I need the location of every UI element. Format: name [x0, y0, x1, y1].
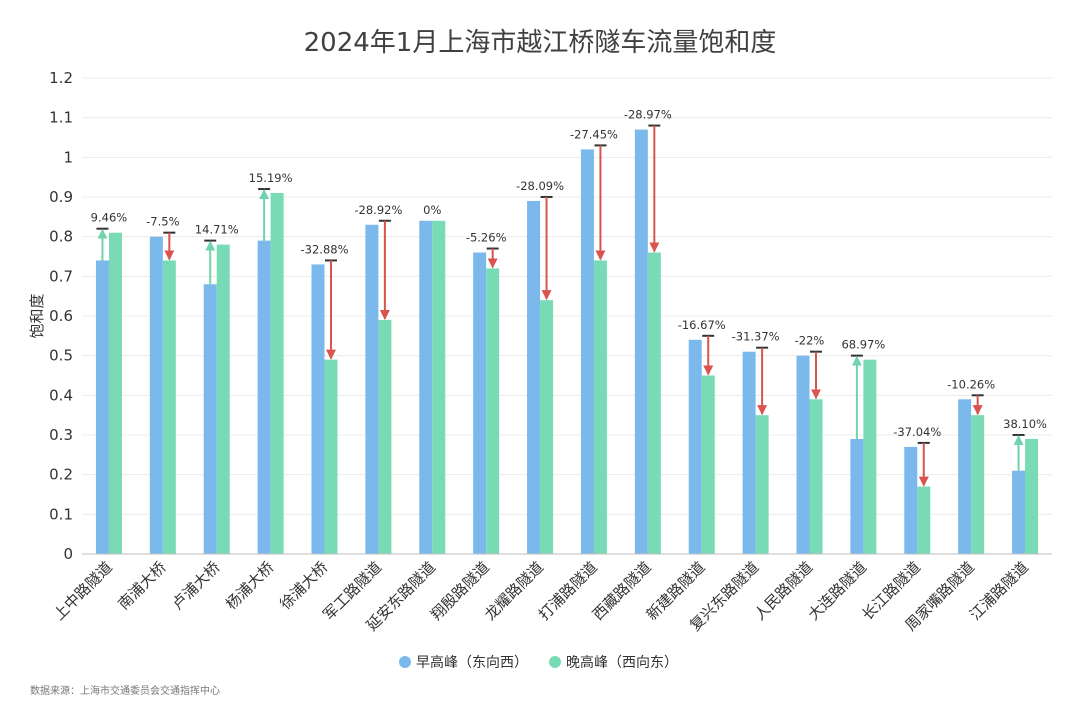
- bars: [95, 129, 1039, 555]
- legend-label-morning: 早高峰（东向西）: [416, 654, 528, 671]
- change-percent-label: -5.26%: [466, 231, 507, 245]
- change-percent-label: -28.92%: [354, 203, 402, 217]
- change-percent-label: -16.67%: [678, 318, 726, 332]
- change-percent-label: 68.97%: [841, 338, 885, 352]
- x-tick-label: 卢浦大桥: [168, 558, 223, 613]
- y-tick-label: 1.1: [49, 109, 73, 127]
- y-tick-label: 0.2: [49, 466, 73, 484]
- bar-evening-peak: [1025, 438, 1039, 554]
- change-percent-label: 14.71%: [195, 223, 239, 237]
- bar-morning-peak: [203, 284, 217, 554]
- bar-evening-peak: [324, 359, 338, 554]
- y-tick-label: 0.9: [49, 188, 73, 206]
- bar-morning-peak: [95, 260, 109, 554]
- bar-evening-peak: [432, 220, 446, 555]
- change-percent-label: -22%: [795, 334, 825, 348]
- bar-evening-peak: [863, 359, 877, 554]
- x-tick-label: 上中路隧道: [50, 558, 116, 624]
- bar-morning-peak: [688, 339, 702, 554]
- change-arrows: [96, 124, 1025, 487]
- bar-morning-peak: [580, 149, 594, 554]
- bar-morning-peak: [958, 399, 972, 554]
- y-tick-label: 0.1: [49, 505, 73, 523]
- y-tick-label: 0.8: [49, 228, 73, 246]
- bar-morning-peak: [796, 355, 810, 554]
- legend-marker-evening: [549, 656, 561, 668]
- bar-morning-peak: [149, 236, 163, 554]
- y-tick-label: 1.2: [49, 69, 73, 87]
- bar-evening-peak: [755, 415, 769, 554]
- gridlines: [82, 77, 1052, 515]
- bar-evening-peak: [917, 486, 931, 554]
- bar-morning-peak: [1012, 470, 1026, 554]
- bar-evening-peak: [701, 375, 715, 554]
- chart-title: 2024年1月上海市越江桥隧车流量饱和度: [304, 28, 777, 58]
- bar-morning-peak: [527, 200, 541, 554]
- y-tick-label: 0.6: [49, 307, 73, 325]
- x-tick-label: 江浦路隧道: [966, 558, 1032, 624]
- y-tick-label: 0: [63, 545, 73, 563]
- legend-label-evening: 晚高峰（西向东）: [566, 654, 678, 671]
- y-tick-label: 1: [63, 148, 73, 166]
- bar-evening-peak: [216, 244, 230, 554]
- bar-morning-peak: [634, 129, 648, 555]
- bar-morning-peak: [742, 351, 756, 554]
- bar-evening-peak: [378, 319, 392, 554]
- bar-evening-peak: [647, 252, 661, 555]
- x-tick-label: 南浦大桥: [114, 558, 169, 613]
- y-tick-label: 0.4: [49, 386, 73, 404]
- legend-marker-morning: [399, 656, 411, 668]
- change-percent-label: -37.04%: [893, 425, 941, 439]
- data-source-note: 数据来源：上海市交通委员会交通指挥中心: [30, 684, 220, 697]
- bar-evening-peak: [593, 260, 607, 554]
- bar-evening-peak: [809, 399, 823, 554]
- bar-morning-peak: [904, 446, 918, 554]
- bar-evening-peak: [270, 193, 284, 555]
- bar-evening-peak: [971, 415, 985, 554]
- y-axis-ticks: 0 0.1 0.2 0.3 0.4 0.5 0.6 0.7 0.8 0.9 1 1.1 1.2: [49, 69, 73, 563]
- change-percent-label: -28.97%: [624, 108, 672, 122]
- x-tick-label: 杨浦大桥: [222, 558, 277, 613]
- bar-evening-peak: [162, 260, 176, 554]
- bar-morning-peak: [365, 224, 379, 554]
- change-percent-label: -27.45%: [570, 127, 618, 141]
- y-tick-label: 0.3: [49, 426, 73, 444]
- change-percent-label: -32.88%: [301, 242, 349, 256]
- x-tick-label: 徐浦大桥: [276, 558, 331, 613]
- bar-morning-peak: [850, 438, 864, 554]
- bar-evening-peak: [108, 232, 122, 554]
- change-percent-label: -7.5%: [146, 215, 179, 229]
- bar-evening-peak: [486, 268, 500, 554]
- y-tick-label: 0.7: [49, 267, 73, 285]
- change-percent-label: 15.19%: [249, 171, 293, 185]
- x-axis-ticks: 上中路隧道南浦大桥卢浦大桥杨浦大桥徐浦大桥军工路隧道延安东路隧道翔殷路隧道龙耀路…: [50, 558, 1032, 634]
- y-axis-label: 饱和度: [28, 293, 46, 338]
- bar-morning-peak: [473, 252, 487, 555]
- legend: 早高峰（东向西） 晚高峰（西向东）: [399, 654, 678, 671]
- change-percent-label: -31.37%: [732, 330, 780, 344]
- bar-morning-peak: [311, 264, 325, 554]
- bar-morning-peak: [257, 240, 271, 554]
- y-tick-label: 0.5: [49, 347, 73, 365]
- change-percent-label: 0%: [423, 203, 441, 217]
- bar-morning-peak: [419, 220, 433, 555]
- change-percent-label: 9.46%: [91, 211, 128, 225]
- change-labels: 9.46% -7.5% 14.71% 15.19% -32.88% -28.92% 0% -5…: [91, 108, 1047, 439]
- bar-evening-peak: [540, 300, 554, 554]
- change-percent-label: -28.09%: [516, 179, 564, 193]
- change-percent-label: 38.10%: [1003, 417, 1047, 431]
- change-percent-label: -10.26%: [947, 377, 995, 391]
